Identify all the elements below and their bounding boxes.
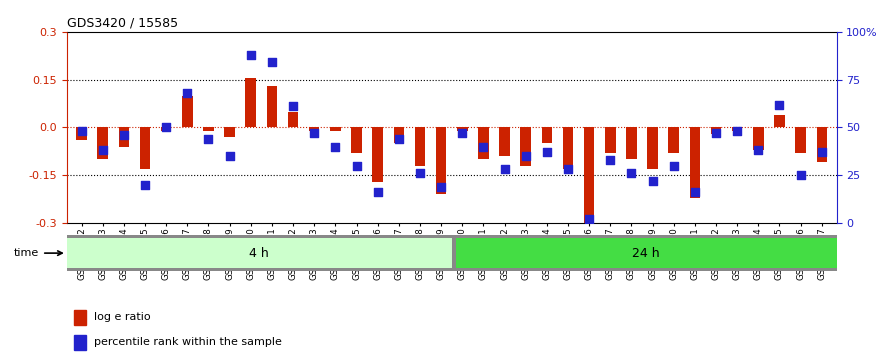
Bar	[690, 127, 700, 198]
Bar	[246, 78, 256, 127]
Bar	[562, 127, 573, 169]
Bar	[67, 238, 451, 268]
Point	[307, 130, 321, 136]
Point	[180, 90, 194, 96]
Point	[561, 167, 575, 172]
Point	[773, 102, 787, 107]
Text: 24 h: 24 h	[633, 247, 660, 259]
Point	[201, 136, 215, 142]
Point	[434, 184, 449, 189]
Bar	[161, 127, 172, 131]
Point	[751, 148, 765, 153]
Bar	[711, 127, 721, 134]
Point	[476, 144, 490, 149]
Point	[244, 52, 258, 58]
Bar	[287, 112, 298, 127]
Bar	[478, 127, 489, 159]
Bar	[267, 86, 277, 127]
Point	[688, 190, 702, 195]
Point	[95, 148, 109, 153]
Text: log e ratio: log e ratio	[93, 312, 150, 322]
Point	[392, 136, 406, 142]
Bar	[605, 127, 616, 153]
Bar	[456, 238, 837, 268]
Point	[117, 132, 131, 138]
Bar	[796, 127, 806, 153]
Point	[794, 172, 808, 178]
Point	[350, 163, 364, 169]
Bar	[732, 127, 742, 131]
Bar	[140, 127, 150, 169]
Bar	[457, 127, 467, 131]
Bar	[372, 127, 383, 182]
Point	[667, 163, 681, 169]
Point	[222, 153, 237, 159]
Bar	[224, 127, 235, 137]
Point	[539, 149, 554, 155]
Bar	[774, 115, 785, 127]
Point	[159, 125, 174, 130]
Bar	[118, 127, 129, 147]
Bar	[753, 127, 764, 150]
Bar	[182, 96, 192, 127]
Point	[75, 129, 89, 134]
Point	[814, 149, 829, 155]
Bar	[77, 127, 87, 140]
Bar	[668, 127, 679, 153]
Bar	[541, 127, 552, 143]
Point	[138, 182, 152, 188]
Point	[413, 171, 427, 176]
Point	[286, 104, 300, 109]
Bar	[415, 127, 425, 166]
Bar	[203, 127, 214, 131]
Point	[370, 190, 384, 195]
Point	[730, 129, 744, 134]
Bar	[647, 127, 658, 169]
Bar	[584, 127, 595, 223]
Bar	[627, 127, 636, 159]
Point	[624, 171, 638, 176]
Point	[498, 167, 512, 172]
Bar	[75, 310, 86, 325]
Bar	[436, 127, 447, 194]
Point	[645, 178, 659, 184]
Point	[519, 153, 533, 159]
Bar	[330, 127, 341, 131]
Point	[455, 130, 469, 136]
Bar	[499, 127, 510, 156]
Bar	[816, 127, 827, 162]
Bar	[521, 127, 531, 166]
Point	[328, 144, 343, 149]
Bar	[393, 127, 404, 143]
Point	[582, 216, 596, 222]
Point	[603, 157, 618, 163]
Bar	[352, 127, 362, 153]
Text: percentile rank within the sample: percentile rank within the sample	[93, 337, 281, 347]
Point	[265, 59, 279, 65]
Bar	[309, 127, 320, 131]
Text: 4 h: 4 h	[249, 247, 269, 259]
Text: GDS3420 / 15585: GDS3420 / 15585	[67, 16, 178, 29]
Text: time: time	[14, 248, 62, 258]
Bar	[97, 127, 108, 159]
Point	[709, 130, 724, 136]
Bar	[75, 335, 86, 349]
